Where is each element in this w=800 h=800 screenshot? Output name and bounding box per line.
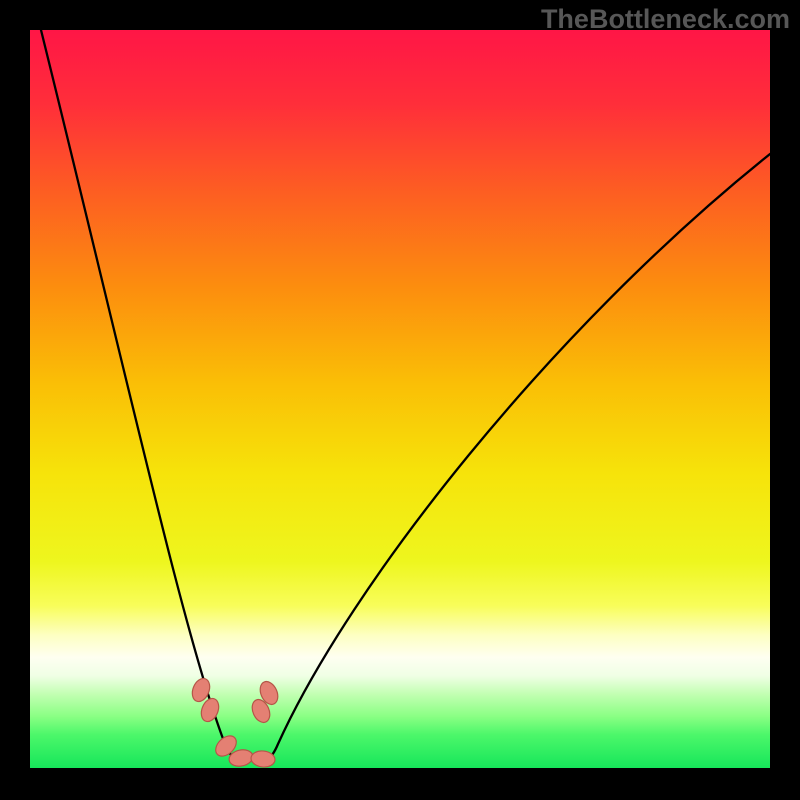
bottleneck-chart (30, 30, 770, 768)
gradient-background (30, 30, 770, 768)
chart-frame (0, 0, 800, 800)
watermark-text: TheBottleneck.com (541, 4, 790, 35)
